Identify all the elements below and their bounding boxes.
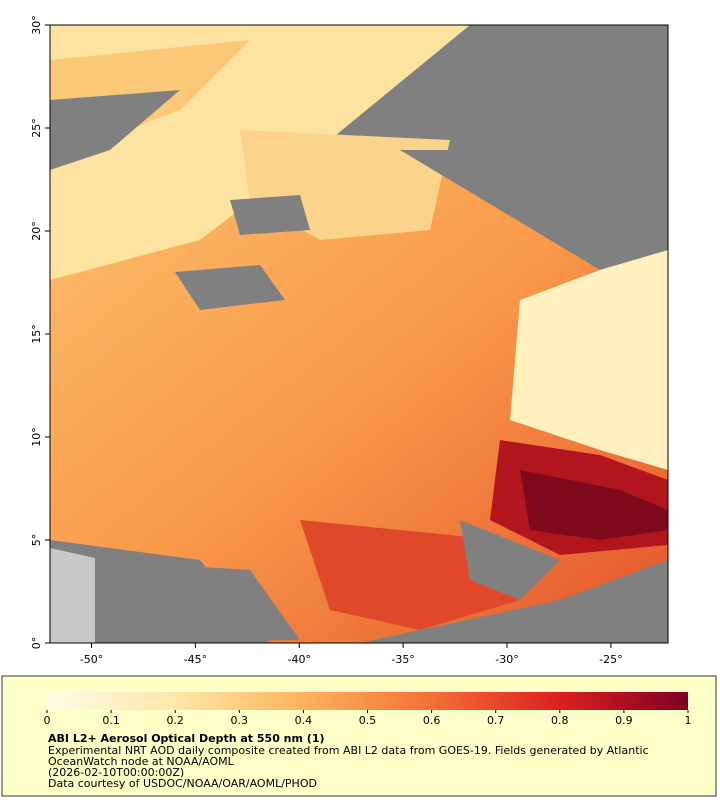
x-tick-label: -50° — [80, 653, 103, 666]
caption-line: Experimental NRT AOD daily composite cre… — [48, 744, 649, 757]
colorbar — [47, 692, 688, 710]
x-tick-label: -35° — [391, 653, 414, 666]
colorbar-tick-label: 0.9 — [615, 714, 633, 727]
y-tick-label: 30° — [30, 15, 43, 35]
y-tick-label: 15° — [30, 324, 43, 344]
colorbar-tick-label: 0.2 — [166, 714, 184, 727]
y-tick-label: 5° — [30, 534, 43, 547]
caption-title: ABI L2+ Aerosol Optical Depth at 550 nm … — [48, 732, 325, 745]
caption-line: (2026-02-10T00:00:00Z) — [48, 766, 184, 779]
colorbar-tick-label: 0.3 — [231, 714, 249, 727]
colorbar-tick-label: 1 — [685, 714, 692, 727]
y-tick-label: 10° — [30, 427, 43, 447]
colorbar-tick-label: 0.7 — [487, 714, 505, 727]
x-tick-label: -45° — [184, 653, 207, 666]
colorbar-tick-label: 0.1 — [102, 714, 120, 727]
x-tick-label: -40° — [288, 653, 311, 666]
x-tick-label: -25° — [599, 653, 622, 666]
colorbar-tick-label: 0.4 — [295, 714, 313, 727]
y-tick-label: 0° — [30, 637, 43, 650]
y-tick-label: 20° — [30, 221, 43, 241]
colorbar-tick-label: 0.6 — [423, 714, 441, 727]
colorbar-tick-label: 0 — [44, 714, 51, 727]
caption-line: Data courtesy of USDOC/NOAA/OAR/AOML/PHO… — [48, 777, 317, 790]
colorbar-tick-label: 0.8 — [551, 714, 569, 727]
x-tick-label: -30° — [495, 653, 518, 666]
caption-line: OceanWatch node at NOAA/AOML — [48, 755, 235, 768]
colorbar-tick-label: 0.5 — [359, 714, 377, 727]
y-tick-label: 25° — [30, 118, 43, 138]
map-image — [50, 25, 668, 643]
